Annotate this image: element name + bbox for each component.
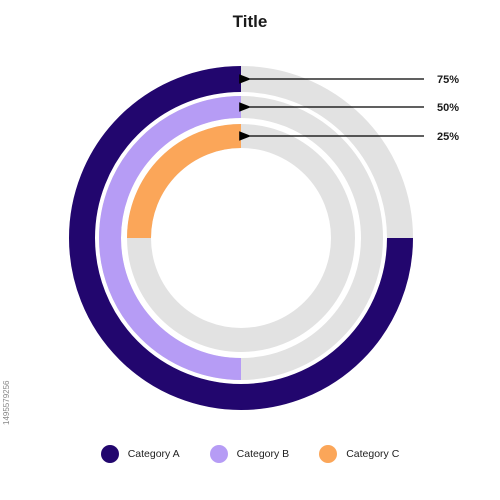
annotation-label-category-a: 75%: [437, 74, 459, 86]
ring-arc-category-c: [127, 124, 242, 239]
ring-arc-category-a: [69, 66, 413, 410]
ring-arc-category-b: [99, 96, 242, 380]
annotation-label-category-b: 50%: [437, 102, 459, 114]
legend-label-category-c: Category C: [346, 448, 400, 460]
chart-arcs: [69, 66, 413, 410]
legend-label-category-a: Category A: [127, 448, 180, 460]
watermark-id: 1495579256: [2, 380, 11, 426]
legend-swatch-category-c: [319, 445, 338, 463]
legend-swatch-category-b: [209, 445, 228, 463]
chart-legend: Category A Category B Category C: [0, 445, 500, 463]
legend-item-category-b: Category B: [209, 445, 290, 463]
annotation-label-category-c: 25%: [437, 131, 459, 143]
legend-item-category-c: Category C: [319, 445, 399, 463]
legend-label-category-b: Category B: [236, 448, 290, 460]
legend-item-category-a: Category A: [100, 445, 180, 463]
legend-swatch-category-a: [100, 445, 119, 463]
chart-title: Title: [232, 12, 268, 31]
chart-annotations: 75% 50% 25%: [239, 74, 459, 143]
